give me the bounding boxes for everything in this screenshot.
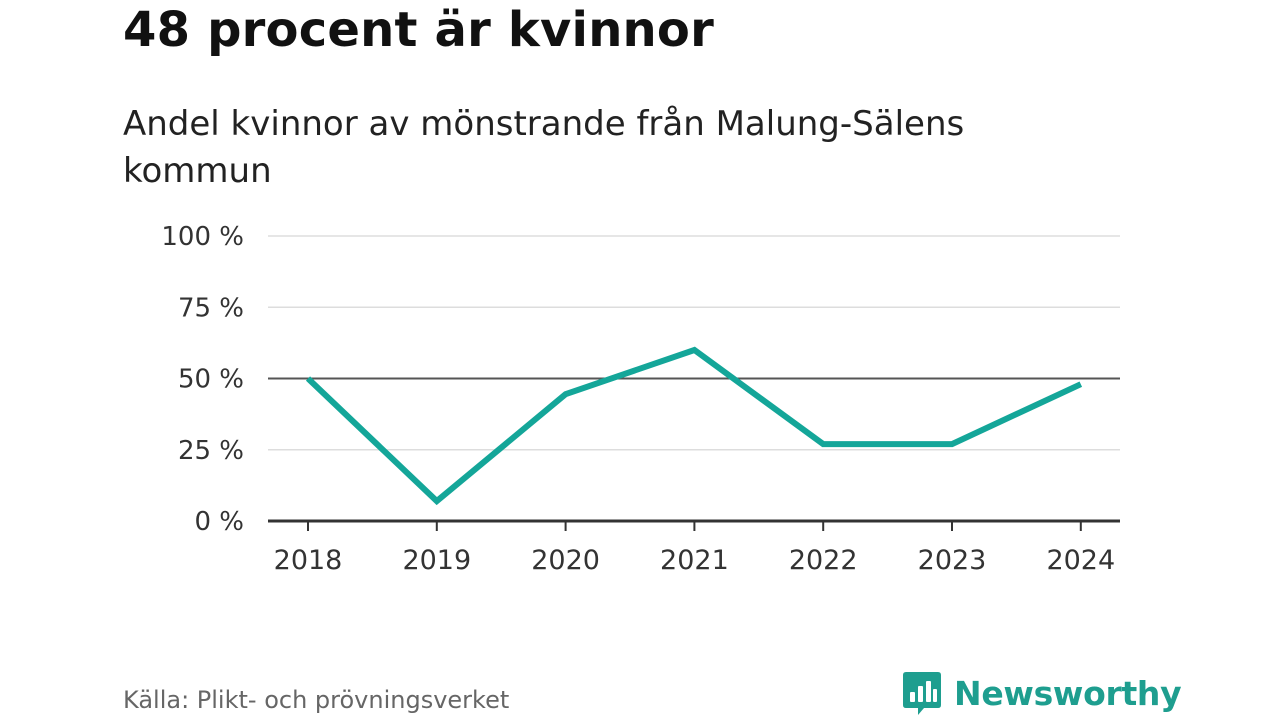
brand-name: Newsworthy xyxy=(954,673,1182,713)
y-tick-label: 50 % xyxy=(178,365,244,395)
y-axis-tick-labels: 0 % 25 % 50 % 75 % 100 % xyxy=(161,222,244,537)
x-tick-label: 2018 xyxy=(274,545,343,576)
data-point xyxy=(949,441,955,447)
x-tick-label: 2022 xyxy=(789,545,858,576)
chart-subtitle: Andel kvinnor av mönstrande från Malung-… xyxy=(123,104,965,191)
newsworthy-logo: Newsworthy xyxy=(902,670,1182,716)
data-point xyxy=(1078,381,1084,387)
x-axis: 2018 2019 2020 2021 2022 2023 2024 xyxy=(268,519,1120,576)
gridlines xyxy=(268,235,1120,451)
source-note: Källa: Plikt- och prövningsverket xyxy=(123,686,510,714)
x-tick-label: 2020 xyxy=(531,545,600,576)
x-tick-label: 2023 xyxy=(918,545,987,576)
data-point xyxy=(820,441,826,447)
series xyxy=(305,346,1084,506)
x-tick-label: 2021 xyxy=(660,545,729,576)
y-tick-label: 100 % xyxy=(161,222,244,252)
x-tick-label: 2019 xyxy=(402,545,471,576)
y-tick-label: 0 % xyxy=(194,507,244,537)
data-point xyxy=(691,347,697,353)
bar-chart-speech-bubble-icon xyxy=(903,672,941,715)
series-line xyxy=(305,346,1083,506)
y-tick-label: 25 % xyxy=(178,436,244,466)
x-tick-label: 2024 xyxy=(1046,545,1115,576)
line-chart: 0 % 25 % 50 % 75 % 100 % 2018 2019 2020 2021 202… xyxy=(161,222,1120,576)
chart-title: 48 procent är kvinnor xyxy=(123,2,714,58)
data-point xyxy=(563,391,569,397)
data-point xyxy=(434,498,440,504)
y-tick-label: 75 % xyxy=(178,293,244,323)
data-point xyxy=(305,376,311,382)
